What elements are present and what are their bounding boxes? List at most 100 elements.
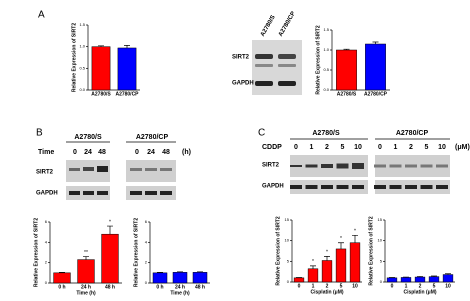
lane-label: 0: [135, 149, 139, 156]
lane-label: 24: [84, 149, 92, 156]
error-bar: [343, 48, 350, 50]
band: [83, 191, 94, 195]
y-tick-label: 6: [45, 219, 48, 224]
error-bar: [417, 276, 423, 278]
band: [255, 81, 273, 86]
bar: [91, 46, 111, 91]
band: [321, 164, 333, 168]
band: [255, 64, 273, 67]
y-tick-label: 5: [380, 258, 383, 263]
y-tick-label: 4: [45, 239, 48, 244]
lane-label: 0: [294, 144, 298, 151]
band: [436, 185, 448, 189]
bar: [307, 268, 319, 283]
y-tick-label: 1.5: [323, 27, 329, 32]
lane-label: 48: [98, 149, 106, 156]
row-label: SIRT2: [232, 55, 250, 61]
band: [278, 64, 296, 67]
band: [389, 185, 402, 189]
error-bar: [177, 271, 183, 273]
row-label: SIRT2: [262, 163, 280, 169]
band: [305, 185, 318, 189]
lane-label: 5: [341, 144, 345, 151]
row-label: GAPDH: [262, 184, 284, 190]
x-axis-label: Time (h): [76, 290, 96, 296]
bar: [414, 276, 426, 283]
bar: [117, 47, 137, 91]
band: [389, 164, 402, 168]
band: [160, 191, 172, 195]
bar: [77, 259, 95, 284]
y-tick-label: 0: [380, 279, 383, 284]
band: [278, 54, 296, 59]
significance: *: [340, 236, 342, 242]
band: [374, 185, 386, 189]
x-tick-label: A2780/CP: [364, 91, 388, 97]
blot-background: [252, 40, 302, 95]
axis-label: Time: [38, 149, 54, 156]
y-tick-label: 1.0: [323, 47, 329, 52]
x-tick-label: 10: [445, 283, 451, 289]
lane-label: 0: [378, 144, 382, 151]
y-axis-label: Relative Expression of SIRT2: [33, 218, 39, 287]
y-tick-label: 15: [285, 217, 290, 222]
x-tick-label: A2780/S: [91, 91, 111, 97]
bar: [349, 242, 361, 283]
row-label: GAPDH: [232, 81, 254, 87]
x-tick-label: 0 h: [156, 284, 163, 290]
error-bar: [157, 271, 163, 273]
error-bar: [197, 271, 203, 273]
x-tick-label: 0: [298, 283, 301, 289]
y-tick-label: 1.5: [79, 22, 85, 27]
y-tick-label: 10: [378, 238, 383, 243]
y-tick-label: 0.5: [323, 67, 329, 72]
bar: [293, 277, 305, 283]
y-tick-label: 1.0: [79, 44, 85, 49]
band: [69, 168, 80, 171]
band: [145, 168, 157, 171]
error-bar: [352, 234, 358, 243]
band: [420, 185, 433, 189]
lane-label: 24: [147, 149, 155, 156]
lane-label: 2: [325, 144, 329, 151]
band: [130, 191, 142, 195]
lane-label: 5: [425, 144, 429, 151]
x-tick-label: A2780/CP: [115, 91, 139, 97]
band: [145, 191, 157, 195]
band: [160, 168, 172, 171]
charts: 0.0 0.5 1.0 1.5 A2780/S A2780/CP Relative Expr…: [33, 22, 455, 296]
y-tick-label: 2: [145, 260, 148, 265]
y-tick-label: 5: [287, 258, 290, 263]
x-tick-label: 0 h: [58, 284, 65, 290]
y-tick-label: 0: [45, 280, 48, 285]
lane-label: 10: [438, 144, 446, 151]
lane-label: 2: [409, 144, 413, 151]
y-axis-label: Relative Expression of SIRT2: [71, 23, 77, 92]
band: [83, 167, 94, 171]
unit-label: (μM): [455, 144, 470, 151]
band: [352, 163, 364, 169]
x-axis-label: Cisplatin (μM): [310, 289, 343, 295]
band: [97, 191, 108, 195]
y-tick-label: 0.5: [79, 65, 85, 70]
lane-label: 1: [310, 144, 314, 151]
band: [278, 81, 296, 86]
error-bar: [98, 45, 104, 47]
x-tick-label: 2: [419, 283, 422, 289]
y-tick-label: 0.0: [79, 87, 85, 92]
group-label: A2780/CP: [396, 130, 429, 137]
band: [290, 185, 302, 189]
significance: *: [354, 229, 356, 235]
y-axis-label: Relative Expression of SIRT2: [315, 25, 321, 94]
chart: 0 5 10 15 0 * 1 * 2 * 5 * 10 Relative Expression of S…: [275, 216, 362, 295]
x-tick-label: 0: [391, 283, 394, 289]
y-tick-label: 0: [145, 280, 148, 285]
x-tick-label: 48 h: [105, 284, 115, 290]
row-label: SIRT2: [36, 170, 54, 176]
group-label: A2780/CP: [136, 134, 169, 141]
bar: [321, 260, 333, 283]
y-tick-label: 0: [287, 279, 290, 284]
band: [352, 185, 364, 189]
significance: *: [109, 219, 111, 225]
x-tick-label: 10: [352, 283, 358, 289]
